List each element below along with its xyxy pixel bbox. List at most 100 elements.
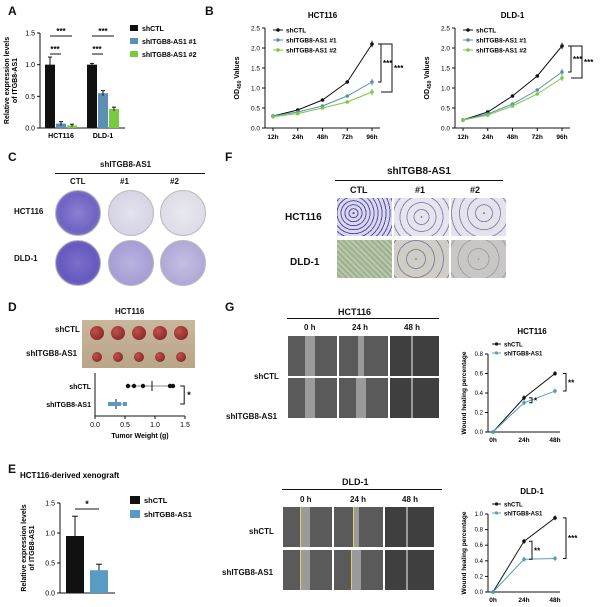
tumor-shctl-5 xyxy=(174,326,188,340)
panel-a-bar-chart: 0.0 0.5 1.0 1.5 Relative expression levelsof… xyxy=(4,25,197,140)
d-xtick-label: 1.0 xyxy=(150,422,160,429)
wound-tile-dld1-sh-0h xyxy=(283,550,332,590)
d-xtick-label: 1.5 xyxy=(180,422,190,429)
b-sig-bracket xyxy=(381,43,393,93)
wound-tile-dld1-sh-48h xyxy=(385,550,434,590)
b-legend-label: shCTL xyxy=(476,28,496,35)
b-legend-marker xyxy=(276,38,280,42)
b-point xyxy=(535,88,540,92)
b-point xyxy=(320,98,325,102)
tumor-sh-3 xyxy=(134,352,144,362)
panel-g-dld1-time-24: 24 h xyxy=(350,495,367,504)
b-point xyxy=(461,118,465,122)
b-point xyxy=(535,92,540,96)
b-title: DLD-1 xyxy=(501,11,525,20)
b-legend-marker xyxy=(466,28,470,32)
transwell-dld1-1 xyxy=(394,240,449,278)
panel-b-dld1-line-chart: DLD-1 0.0 0.5 1.0 1.5 2.0 2.5 12h 24h 48h 72h 96h OD… xyxy=(424,11,594,141)
g-ytick-label: 1.0 xyxy=(475,512,484,518)
panel-c-row-hct116: HCT116 xyxy=(14,207,44,216)
g-xtick-label: 48h xyxy=(549,437,560,444)
g-legend-label: shITGB8-AS1 xyxy=(504,352,543,358)
b-sig-bracket xyxy=(571,45,583,79)
d-row-label: shITGB8-AS1 xyxy=(46,402,91,409)
b-xtick-label: 48h xyxy=(507,134,518,141)
b-sig-label: *** xyxy=(573,55,583,64)
g-ylabel: Wound healing percentage xyxy=(461,511,468,594)
a-legend-swatch xyxy=(130,51,138,57)
e-ylabel: Relative expression levelsof ITGB8-AS1 xyxy=(21,504,36,591)
colony-dish-hct116-2 xyxy=(160,190,206,236)
b-xtick-label: 72h xyxy=(532,134,543,141)
b-legend-label: shITGB8-AS1 #1 xyxy=(286,38,337,45)
tumor-sh-1 xyxy=(92,352,102,362)
wound-tile-dld1-shctl-48h xyxy=(385,507,434,547)
g-series-line xyxy=(492,517,556,593)
b-point xyxy=(485,113,490,117)
e-bar xyxy=(66,536,84,593)
panel-label-b: B xyxy=(205,4,214,18)
b-ytick-label: 0.0 xyxy=(441,126,450,133)
a-legend-swatch xyxy=(130,25,138,31)
panel-g-dld1-rule xyxy=(282,489,442,490)
d-point xyxy=(170,383,176,389)
b-ytick-label: 1.0 xyxy=(441,86,450,93)
g-ytick-label: 0.0 xyxy=(475,590,484,596)
b-legend-label: shCTL xyxy=(286,28,306,35)
e-bar xyxy=(90,570,108,593)
panel-g-dld1-title: DLD-1 xyxy=(342,477,369,487)
g-ytick-label: 0.8 xyxy=(475,528,484,534)
b-ylabel-sub: 450 xyxy=(237,80,243,89)
tumor-shctl-3 xyxy=(132,326,146,340)
g-legend-marker xyxy=(494,342,499,346)
e-legend-label: shCTL xyxy=(144,496,168,505)
wound-tile-hct116-sh-0h xyxy=(288,378,337,418)
b-point xyxy=(295,111,300,116)
panel-f-col-2: #2 xyxy=(470,185,481,195)
colony-dish-dld1-ctl xyxy=(55,240,101,286)
g-series-line xyxy=(492,557,556,593)
b-ytick-label: 1.0 xyxy=(251,86,260,93)
e-ytick-label: 0.0 xyxy=(45,591,55,598)
tumor-sh-2 xyxy=(113,352,123,362)
panel-f-row-dld1: DLD-1 xyxy=(290,257,320,268)
a-bar xyxy=(56,123,66,128)
panel-g-dld1-row-sh: shITGB8-AS1 xyxy=(222,568,274,577)
a-legend-label: shITGB8-AS1 #2 xyxy=(142,52,197,59)
a-ylabel: Relative expression levelsof ITGB8-AS1 xyxy=(4,37,19,124)
g-ytick-label: 0.8 xyxy=(475,352,484,358)
panel-d-photo-row-sh: shITGB8-AS1 xyxy=(26,349,78,358)
panel-c-row-dld1: DLD-1 xyxy=(14,254,38,263)
wound-tile-dld1-shctl-24h xyxy=(334,507,383,547)
g-legend-label: shITGB8-AS1 xyxy=(504,512,543,518)
tumor-shctl-1 xyxy=(90,326,104,340)
g-xtick-label: 48h xyxy=(549,597,560,604)
g-point xyxy=(491,430,495,434)
b-xtick-label: 12h xyxy=(267,134,278,141)
panel-g-hct116-time-48: 48 h xyxy=(404,323,421,332)
d-point xyxy=(140,383,146,389)
transwell-hct116-2 xyxy=(451,198,506,236)
b-ytick-label: 0.5 xyxy=(251,106,260,113)
g-sig-bracket xyxy=(529,397,533,404)
e-ytick-label: 1.0 xyxy=(45,531,55,538)
d-sig-label: * xyxy=(187,390,191,400)
d-xtick-label: 0.5 xyxy=(120,422,130,429)
a-ylabel-line1: Relative expression levels xyxy=(4,37,11,124)
d-point xyxy=(125,383,131,389)
g-xtick-label: 24h xyxy=(518,437,529,444)
d-point xyxy=(114,402,118,406)
d-point xyxy=(117,402,121,406)
d-xlabel: Tumor Weight (g) xyxy=(111,433,168,440)
tumor-shctl-2 xyxy=(111,326,125,340)
b-title: HCT116 xyxy=(308,11,338,20)
b-legend-label: shITGB8-AS1 #2 xyxy=(476,48,527,55)
wound-tile-hct116-shctl-0h xyxy=(288,336,337,376)
a-bar xyxy=(98,93,108,128)
b-sig-label: *** xyxy=(584,58,594,67)
a-xtick-label: DLD-1 xyxy=(93,133,114,140)
g-sig-label: *** xyxy=(568,534,578,543)
g-xtick-label: 0h xyxy=(489,597,497,604)
b-legend-marker xyxy=(276,48,280,52)
b-xtick-label: 96h xyxy=(366,134,377,141)
